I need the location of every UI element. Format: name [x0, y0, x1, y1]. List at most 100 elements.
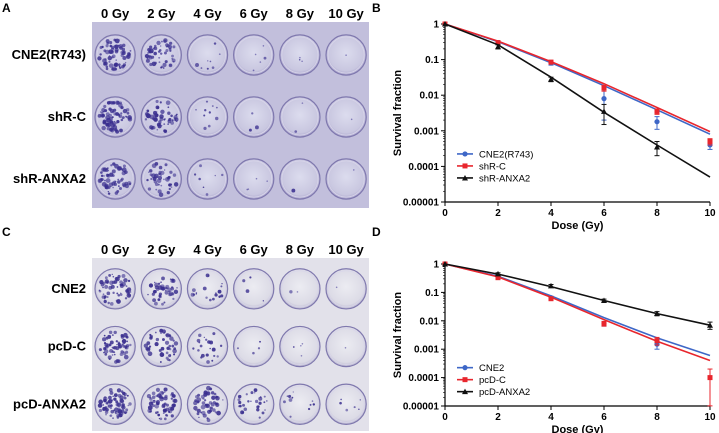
panel-a-row-labels: CNE2(R743) shR-C shR-ANXA2 — [12, 47, 87, 186]
panel-a-dish — [325, 34, 367, 76]
panel-a-dish — [279, 158, 321, 200]
panel-b-y-axis-label: Survival fraction — [392, 70, 404, 156]
panel-d-y-tick-label: 0.00001 — [403, 402, 440, 413]
panel-a-letter: A — [2, 1, 11, 15]
panel-a-row-label: CNE2(R743) — [12, 47, 86, 62]
panel-b-y-tick-label: 0.01 — [420, 91, 440, 102]
panel-b-y-tick-label: 1 — [433, 20, 439, 31]
panel-a-dose-headers: 0 Gy 2 Gy 4 Gy 6 Gy 8 Gy 10 Gy — [101, 6, 365, 21]
panel-c-dish — [140, 268, 182, 310]
panel-c-dose-headers: 0 Gy 2 Gy 4 Gy 6 Gy 8 Gy 10 Gy — [101, 242, 365, 257]
panel-b-x-tick-label: 10 — [704, 208, 716, 219]
panel-a-dose-header: 6 Gy — [240, 6, 269, 21]
panel-b-data-point — [654, 119, 660, 125]
panel-a-row-label: shR-ANXA2 — [13, 171, 86, 186]
panel-d-data-point — [548, 296, 554, 302]
panel-c-dish — [186, 268, 229, 310]
panel-c-row-label: pcD-ANXA2 — [13, 396, 86, 411]
panel-d-data-point — [601, 321, 607, 327]
panel-d-legend-item: CNE2 — [457, 363, 504, 374]
panel-d-data-point — [654, 338, 660, 344]
panel-c-dish — [232, 325, 275, 368]
panel-c-dish — [232, 383, 275, 425]
panel-c-dish — [94, 268, 136, 310]
panel-d-letter: D — [372, 225, 381, 239]
panel-c-dish — [279, 325, 321, 368]
panel-b-letter: B — [372, 1, 381, 15]
panel-a-dish — [279, 34, 321, 76]
panel-a-dose-header: 4 Gy — [193, 6, 222, 21]
panel-b-data-point — [442, 21, 448, 27]
panel-b-x-tick-label: 8 — [654, 208, 660, 219]
panel-c-row-label: pcD-C — [48, 339, 87, 354]
panel-c-colony-grid: 0 Gy 2 Gy 4 Gy 6 Gy 8 Gy 10 Gy CNE2 pcD-C pcD-A… — [13, 242, 369, 431]
panel-d-data-point — [548, 282, 554, 289]
panel-b-data-point — [654, 108, 660, 114]
panel-d-fit-line — [444, 263, 711, 357]
panel-d-error-bar — [707, 368, 713, 407]
panel-d-legend-label: CNE2 — [479, 363, 504, 374]
panel-c-dose-header: 2 Gy — [147, 242, 176, 257]
panel-d-data-point — [707, 322, 713, 328]
panel-a-dose-header: 8 Gy — [286, 6, 315, 21]
panel-b-data-point — [495, 43, 501, 50]
panel-d-y-axis-label: Survival fraction — [392, 292, 404, 378]
panel-c-dish — [279, 383, 321, 425]
panel-d-y-tick-label: 0.1 — [425, 288, 439, 299]
panel-d-y-tick-label: 0.01 — [420, 316, 440, 327]
panel-a-dish — [325, 96, 367, 138]
panel-b-x-tick-label: 0 — [442, 208, 448, 219]
panel-b-data-point — [707, 139, 713, 145]
panel-d-x-tick-label: 10 — [704, 412, 716, 423]
panel-b-data-point — [548, 59, 554, 65]
panel-b-series — [442, 21, 713, 146]
panel-d-x-tick-label: 6 — [601, 412, 607, 423]
panel-b-x-tick-label: 2 — [495, 208, 501, 219]
panel-a-dish — [232, 34, 275, 76]
panel-a-dish — [140, 96, 182, 138]
panel-b-legend-item: CNE2(R743) — [457, 149, 533, 160]
panel-d-x-tick-label: 0 — [442, 412, 448, 423]
panel-b-fit-line — [444, 23, 711, 133]
panel-d-series — [442, 261, 713, 330]
panel-b-y-tick-label: 0.1 — [425, 55, 439, 66]
panel-b-fit-line — [444, 23, 711, 178]
panel-c-row-label: CNE2 — [51, 281, 86, 296]
panel-b-legend-item: shR-ANXA2 — [457, 173, 530, 184]
panel-c-dish — [186, 325, 229, 368]
panel-c-dish — [325, 383, 367, 425]
panel-d-y-tick-label: 0.001 — [414, 345, 439, 356]
panel-a-dish — [232, 158, 275, 200]
panel-c-dose-header: 6 Gy — [240, 242, 269, 257]
panel-c-dish — [279, 268, 321, 310]
panel-b-y-tick-label: 0.0001 — [408, 162, 439, 173]
panel-b-error-bar — [601, 103, 607, 126]
panel-c-dose-header: 0 Gy — [101, 242, 130, 257]
panel-b-y-tick-label: 0.001 — [414, 126, 439, 137]
panel-c-dish — [186, 383, 229, 425]
panel-c-letter: C — [2, 225, 11, 239]
panel-c-dish — [94, 325, 136, 368]
panel-c-dish — [232, 268, 275, 310]
panel-c-dose-header: 10 Gy — [328, 242, 364, 257]
panel-b-series — [442, 21, 711, 178]
panel-d-legend-label: pcD-C — [479, 375, 506, 386]
panel-d-x-tick-label: 8 — [654, 412, 660, 423]
panel-b-data-point — [601, 96, 607, 102]
panel-d-data-point — [442, 261, 448, 267]
panel-b-y-tick-label: 0.00001 — [403, 198, 440, 209]
panel-b-legend-item: shR-C — [457, 161, 506, 172]
panel-b-x-tick-label: 4 — [548, 208, 554, 219]
panel-a-dish — [186, 34, 229, 76]
panel-b-data-point — [495, 40, 501, 46]
panel-c-dish — [325, 325, 367, 368]
panel-b-fit-line — [444, 23, 711, 135]
panel-b-data-point — [601, 85, 607, 91]
panel-a-dish — [140, 34, 182, 76]
panel-a-dish — [94, 96, 136, 138]
panel-b-legend-label: shR-ANXA2 — [479, 173, 530, 184]
panel-d-fit-line — [444, 263, 711, 326]
